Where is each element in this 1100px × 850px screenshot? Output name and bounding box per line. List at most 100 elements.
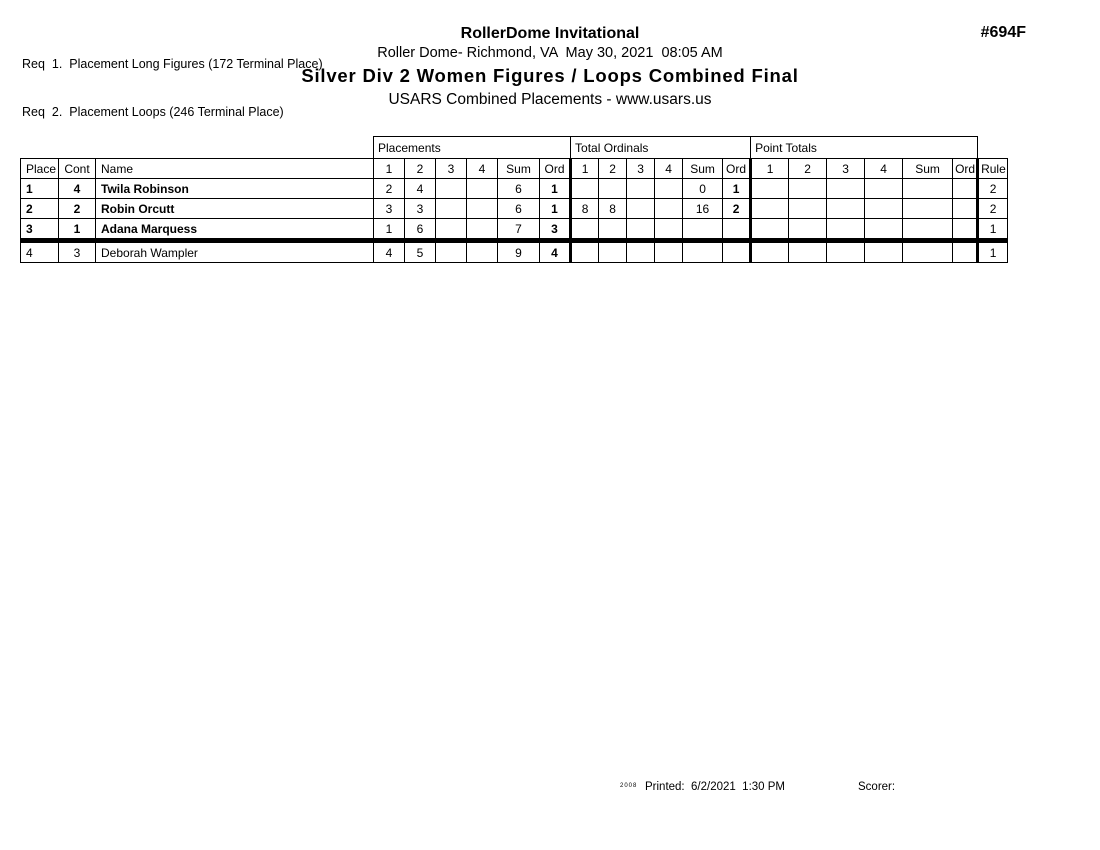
table-cell: 0 — [682, 178, 724, 199]
table-cell — [826, 198, 866, 219]
results-table: Placements Total Ordinals Point Totals P… — [20, 136, 1009, 263]
table-row: 3 1 Adana Marquess 1 6 7 3 1 — [20, 218, 1009, 243]
table-cell: 8 — [598, 198, 628, 219]
table-cell — [952, 178, 979, 199]
table-cell: 3 — [58, 240, 96, 263]
table-cell — [598, 178, 628, 199]
col-p-sum: Sum — [497, 158, 540, 179]
table-cell: Twila Robinson — [95, 178, 374, 199]
venue-date-line: Roller Dome- Richmond, VA May 30, 2021 0… — [377, 45, 723, 61]
req-line-1: Req 1. Placement Long Figures (172 Termi… — [22, 57, 323, 71]
table-cell — [826, 218, 866, 243]
table-cell — [788, 198, 828, 219]
col-p-ord: Ord — [538, 158, 572, 179]
col-p2: 2 — [404, 158, 436, 179]
group-spacer-right — [978, 137, 1008, 159]
table-cell: 1 — [976, 240, 1009, 263]
table-cell: 2 — [976, 178, 1009, 199]
col-t-ord: Ord — [722, 158, 752, 179]
table-cell — [626, 178, 656, 199]
col-t3: 3 — [626, 158, 656, 179]
table-cell: Adana Marquess — [95, 218, 374, 243]
table-cell — [435, 240, 467, 263]
table-cell: 4 — [58, 178, 96, 199]
table-cell: 1 — [722, 178, 752, 199]
event-name: RollerDome Invitational — [460, 25, 640, 42]
col-t-sum: Sum — [682, 158, 724, 179]
table-cell — [902, 218, 954, 243]
table-cell — [952, 240, 979, 263]
table-cell: 1 — [373, 218, 405, 243]
table-cell — [788, 178, 828, 199]
col-p3: 3 — [435, 158, 467, 179]
table-cell — [569, 178, 600, 199]
table-cell: 8 — [569, 198, 600, 219]
col-cont: Cont — [58, 158, 96, 179]
table-cell: 4 — [373, 240, 405, 263]
table-cell — [722, 240, 752, 263]
table-row: 4 3 Deborah Wampler 4 5 9 4 1 — [20, 240, 1009, 263]
table-cell: 2 — [58, 198, 96, 219]
table-cell: 2 — [20, 198, 59, 219]
table-cell — [902, 178, 954, 199]
table-cell — [466, 218, 498, 243]
table-cell: Deborah Wampler — [95, 240, 374, 263]
col-pt-sum: Sum — [902, 158, 954, 179]
table-cell: 4 — [20, 240, 59, 263]
table-cell — [654, 178, 684, 199]
header-block: RollerDome Invitational Roller Dome- Ric… — [0, 24, 1100, 111]
table-cell — [864, 198, 904, 219]
requirements-block: Req 1. Placement Long Figures (172 Termi… — [22, 24, 323, 136]
table-cell — [902, 240, 954, 263]
table-cell — [864, 178, 904, 199]
col-p4: 4 — [466, 158, 498, 179]
table-cell — [722, 218, 752, 243]
table-cell — [626, 198, 656, 219]
table-cell — [788, 240, 828, 263]
table-cell — [864, 240, 904, 263]
table-cell — [749, 178, 790, 199]
table-cell: 6 — [497, 178, 540, 199]
col-pt3: 3 — [826, 158, 866, 179]
table-cell: 5 — [404, 240, 436, 263]
division-title: Silver Div 2 Women Figures / Loops Combi… — [301, 65, 799, 86]
scorer-label: Scorer: — [858, 781, 896, 793]
table-cell — [654, 218, 684, 243]
col-name: Name — [95, 158, 374, 179]
table-row: 2 2 Robin Orcutt 3 3 6 1 8 8 16 2 2 — [20, 198, 1009, 219]
table-cell — [435, 178, 467, 199]
req-line-2: Req 2. Placement Loops (246 Terminal Pla… — [22, 105, 284, 119]
table-cell — [654, 240, 684, 263]
table-cell — [626, 218, 656, 243]
col-pt1: 1 — [749, 158, 790, 179]
table-row: 1 4 Twila Robinson 2 4 6 1 0 1 2 — [20, 178, 1009, 199]
table-cell — [466, 240, 498, 263]
col-rule: Rule — [976, 158, 1009, 179]
column-header-row: Place Cont Name 1 2 3 4 Sum Ord 1 2 3 4 … — [20, 158, 1009, 179]
table-cell — [749, 218, 790, 243]
table-cell: 3 — [373, 198, 405, 219]
table-cell: 2 — [373, 178, 405, 199]
table-cell: 1 — [58, 218, 96, 243]
col-place: Place — [20, 158, 59, 179]
table-cell — [435, 198, 467, 219]
table-cell — [466, 178, 498, 199]
table-cell — [682, 218, 724, 243]
table-cell — [598, 218, 628, 243]
col-t2: 2 — [598, 158, 628, 179]
table-cell: 3 — [538, 218, 572, 243]
table-cell: 16 — [682, 198, 724, 219]
table-cell — [952, 198, 979, 219]
printed-timestamp: Printed: 6/2/2021 1:30 PM — [645, 781, 786, 793]
group-spacer-left — [21, 137, 374, 159]
results-tbody: 1 4 Twila Robinson 2 4 6 1 0 1 2 2 2 Robin Orcutt 3 3 6… — [20, 178, 1009, 263]
table-cell — [654, 198, 684, 219]
table-cell — [826, 178, 866, 199]
table-cell — [749, 240, 790, 263]
table-cell — [864, 218, 904, 243]
table-cell — [435, 218, 467, 243]
table-cell — [626, 240, 656, 263]
table-cell: 4 — [404, 178, 436, 199]
table-cell: 3 — [20, 218, 59, 243]
table-cell — [749, 198, 790, 219]
